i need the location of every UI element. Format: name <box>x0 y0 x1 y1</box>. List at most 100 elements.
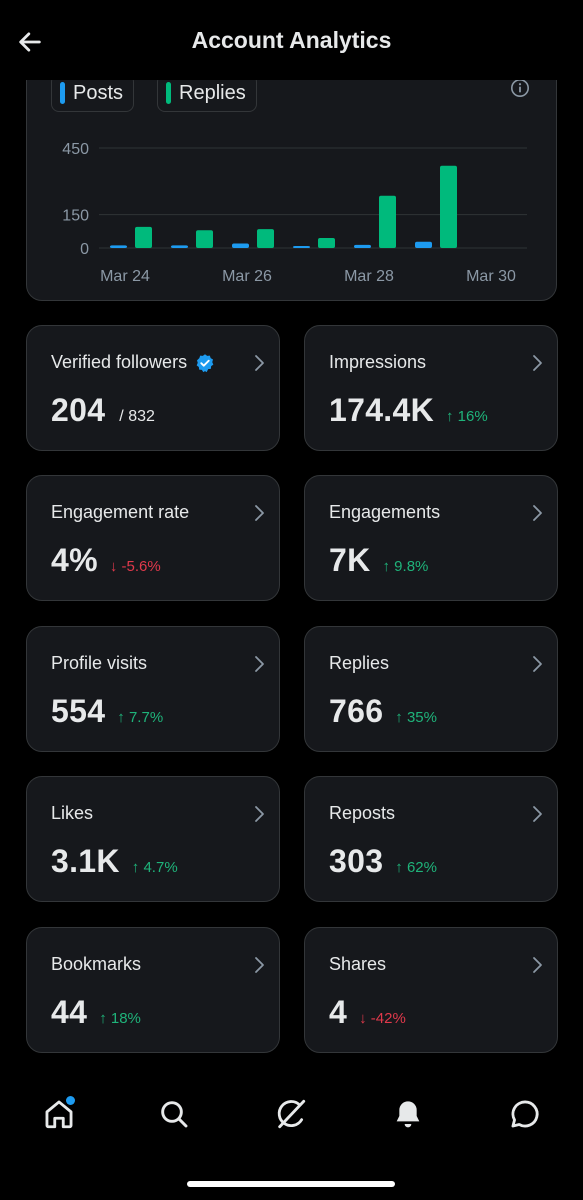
stat-label: Shares <box>329 954 387 974</box>
replies-bar[interactable] <box>135 226 152 248</box>
back-button[interactable] <box>12 24 48 60</box>
stat-change: ↑ 18% <box>99 1010 141 1027</box>
tab-home[interactable] <box>37 1092 81 1136</box>
tab-notifications[interactable] <box>386 1092 430 1136</box>
chevron-right-icon <box>533 656 542 672</box>
stat-value: 3.1K <box>51 843 120 879</box>
stat-card[interactable]: Profile visits 554 ↑ 7.7% <box>26 626 280 752</box>
info-icon[interactable] <box>510 78 530 98</box>
home-icon <box>45 1100 73 1129</box>
posts-bar[interactable] <box>354 244 371 248</box>
chevron-right-icon <box>533 806 542 822</box>
chevron-right-icon <box>255 656 264 672</box>
tab-grok[interactable] <box>269 1092 313 1136</box>
legend-chip-posts[interactable]: Posts <box>51 74 135 112</box>
stat-value: 554 <box>51 693 106 729</box>
stat-value-row: 174.4K ↑ 16% <box>329 392 488 429</box>
notification-dot <box>66 1096 75 1105</box>
replies-bar[interactable] <box>440 165 457 248</box>
stat-value: 4 <box>329 994 348 1030</box>
posts-bar[interactable] <box>232 243 249 248</box>
bottom-tab-bar <box>0 1080 583 1150</box>
stat-label-row: Engagements <box>329 502 440 523</box>
stat-change: ↑ 35% <box>395 709 437 726</box>
x-tick-label: Mar 24 <box>100 268 150 285</box>
legend-label-replies: Replies <box>179 81 246 104</box>
search-icon <box>161 1101 188 1128</box>
stat-label: Profile visits <box>51 653 148 673</box>
stat-label-row: Replies <box>329 653 389 674</box>
stat-label: Engagements <box>329 502 441 522</box>
chevron-right-icon <box>255 806 264 822</box>
stat-card[interactable]: Reposts 303 ↑ 62% <box>304 776 558 902</box>
stat-card[interactable]: Replies 766 ↑ 35% <box>304 626 558 752</box>
stat-label: Likes <box>51 803 94 823</box>
stat-card[interactable]: Bookmarks 44 ↑ 18% <box>26 927 280 1053</box>
replies-bar[interactable] <box>196 230 213 248</box>
stat-value: 7K <box>329 542 371 578</box>
stat-value: 766 <box>329 693 384 729</box>
stat-value-row: 204 / 832 <box>51 392 155 429</box>
stat-label-row: Impressions <box>329 352 426 373</box>
bell-icon <box>396 1101 420 1128</box>
stat-label: Bookmarks <box>51 954 142 974</box>
analytics-chart-card: 450 150 0 Mar 24 Mar 26 Mar 28 Mar 30 Posts Re… <box>26 55 557 301</box>
stat-change: ↑ 16% <box>446 408 488 425</box>
stat-change: ↓ -42% <box>359 1010 406 1027</box>
chevron-right-icon <box>255 355 264 371</box>
stat-label-row: Bookmarks <box>51 954 141 975</box>
chevron-right-icon <box>533 355 542 371</box>
stat-value: 174.4K <box>329 392 434 428</box>
stat-card[interactable]: Verified followers 204 / 832 <box>26 325 280 451</box>
tab-search[interactable] <box>152 1092 196 1136</box>
stat-label-row: Verified followers <box>51 352 215 373</box>
stat-label-row: Shares <box>329 954 386 975</box>
replies-bar[interactable] <box>257 229 274 248</box>
posts-bar[interactable] <box>293 246 310 248</box>
stat-change: ↑ 4.7% <box>131 859 178 876</box>
stat-card[interactable]: Impressions 174.4K ↑ 16% <box>304 325 558 451</box>
stat-card[interactable]: Likes 3.1K ↑ 4.7% <box>26 776 280 902</box>
grok-icon <box>277 1099 306 1129</box>
chevron-right-icon <box>533 505 542 521</box>
stat-change: ↑ 7.7% <box>117 709 164 726</box>
stat-label-row: Engagement rate <box>51 502 189 523</box>
messages-icon <box>511 1100 539 1128</box>
arrow-left-icon <box>19 32 41 52</box>
stat-change: ↓ -5.6% <box>109 558 161 575</box>
stat-value-row: 766 ↑ 35% <box>329 693 437 730</box>
stat-card[interactable]: Shares 4 ↓ -42% <box>304 927 558 1053</box>
stat-label-row: Likes <box>51 803 93 824</box>
x-tick-label: Mar 28 <box>344 268 394 285</box>
stat-change: ↑ 9.8% <box>382 558 429 575</box>
replies-bar[interactable] <box>318 238 335 248</box>
stat-card[interactable]: Engagements 7K ↑ 9.8% <box>304 475 558 601</box>
app-header: Account Analytics <box>0 0 583 80</box>
stat-label: Impressions <box>329 352 427 372</box>
home-indicator <box>187 1181 395 1187</box>
legend-label-posts: Posts <box>73 81 124 104</box>
y-tick-label: 0 <box>80 241 89 258</box>
tab-messages[interactable] <box>503 1092 547 1136</box>
stat-value-row: 3.1K ↑ 4.7% <box>51 843 178 880</box>
stat-value-row: 44 ↑ 18% <box>51 994 141 1031</box>
stat-value-row: 4% ↓ -5.6% <box>51 542 161 579</box>
chevron-right-icon <box>255 505 264 521</box>
x-tick-label: Mar 30 <box>466 268 516 285</box>
stat-label: Reposts <box>329 803 396 823</box>
stat-value-row: 7K ↑ 9.8% <box>329 542 428 579</box>
stat-label-row: Profile visits <box>51 653 147 674</box>
stat-value-row: 303 ↑ 62% <box>329 843 437 880</box>
stat-value-row: 4 ↓ -42% <box>329 994 406 1031</box>
page-title: Account Analytics <box>191 27 392 53</box>
stat-card[interactable]: Engagement rate 4% ↓ -5.6% <box>26 475 280 601</box>
stat-value: 44 <box>51 994 88 1030</box>
posts-bar[interactable] <box>171 245 188 248</box>
stat-total: / 832 <box>119 408 155 425</box>
stat-value-row: 554 ↑ 7.7% <box>51 693 163 730</box>
replies-bar[interactable] <box>379 195 396 248</box>
stat-change: ↑ 62% <box>395 859 437 876</box>
posts-bar[interactable] <box>415 241 432 248</box>
posts-bar[interactable] <box>110 245 127 248</box>
verified-badge-icon <box>196 353 214 372</box>
